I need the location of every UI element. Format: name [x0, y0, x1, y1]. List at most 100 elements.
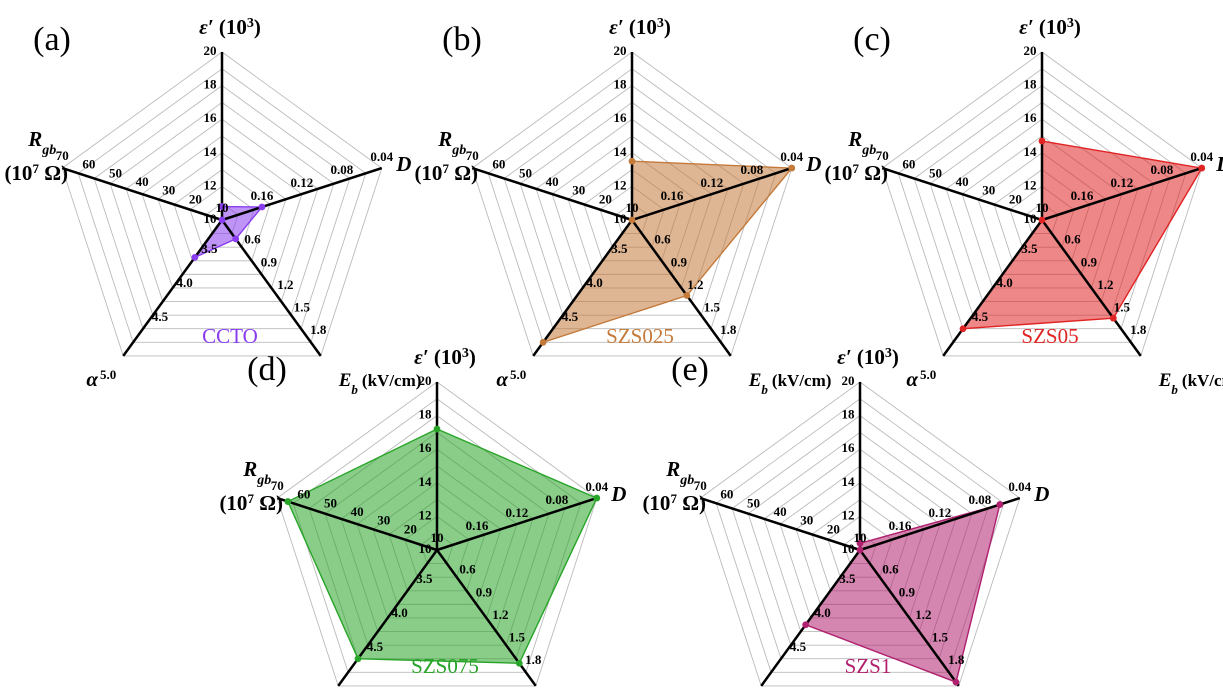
tick-label-eps: 12 — [842, 507, 855, 522]
tick-label-alpha: 4.0 — [392, 605, 408, 620]
axis-line-alpha — [122, 219, 224, 357]
axis-line-D — [859, 496, 1021, 552]
tick-label-Rgb: 20 — [189, 191, 202, 206]
tick-label-eps: 10 — [419, 541, 432, 556]
tick-label-Eb: 0.6 — [654, 232, 671, 247]
axis-line-Rgb — [61, 166, 223, 222]
tick-label-eps: 14 — [1024, 144, 1038, 159]
tick-label-Rgb: 20 — [827, 521, 840, 536]
data-point-D — [1198, 164, 1206, 172]
tick-label-Rgb: 40 — [956, 174, 969, 189]
tick-label-D: 0.04 — [585, 479, 608, 494]
axis-line-alpha — [760, 549, 862, 687]
tick-label-D: 0.04 — [370, 149, 393, 164]
data-point-D — [593, 494, 601, 502]
tick-label-eps: 20 — [842, 373, 855, 388]
tick-label-alpha: 3.5 — [416, 571, 433, 586]
radar-panel: 10 12 14 16 18 20 0.16 0.12 0.08 0.04 0.60.9 1.21.5… — [4, 15, 421, 396]
grid-ring — [487, 68, 777, 343]
axis-line-Eb — [1040, 219, 1142, 357]
axis-title-Rgb-unit: (107 Ω) — [219, 491, 283, 516]
tick-label-eps: 12 — [204, 177, 217, 192]
data-point-alpha — [354, 655, 362, 663]
axis-title-Eb: Eb(kV/cm) — [1158, 370, 1223, 397]
tick-label-alpha: 3.5 — [201, 241, 218, 256]
tick-label-Eb: 1.2 — [277, 277, 293, 292]
tick-label-Eb: 1.2 — [1097, 277, 1113, 292]
tick-label-Eb: 0.6 — [1064, 232, 1081, 247]
tick-label-Eb: 1.8 — [720, 322, 737, 337]
tick-label-Eb: 1.8 — [1130, 322, 1147, 337]
axis-title-Rgb-unit: (107 Ω) — [824, 161, 888, 186]
data-point-eps — [218, 203, 226, 210]
grid-ring — [897, 68, 1187, 343]
axis-title-eps: ε′ (103) — [414, 345, 476, 369]
grid-ring — [173, 169, 271, 262]
data-point-alpha — [959, 325, 967, 333]
grid-ring — [731, 415, 989, 660]
radar-panel: 10 12 14 16 18 20 0.16 0.12 0.08 0.04 0.60.9 1.21.5… — [642, 345, 1049, 700]
tick-label-alpha: 4.5 — [790, 639, 807, 654]
grid-ring — [157, 152, 287, 275]
tick-label-D: 0.12 — [506, 505, 529, 520]
grid-ring — [471, 51, 793, 357]
grid-ring — [699, 381, 1021, 687]
data-point-Rgb — [1038, 216, 1046, 224]
tick-label-Rgb: 40 — [136, 174, 149, 189]
tick-label-Rgb: 50 — [747, 495, 760, 510]
tick-label-Rgb: 10 — [854, 530, 867, 545]
tick-label-Eb: 1.5 — [704, 300, 721, 315]
data-point-Eb — [515, 659, 523, 667]
tick-label-eps: 18 — [204, 77, 218, 92]
tick-label-D: 0.08 — [545, 492, 568, 507]
data-point-alpha — [539, 338, 547, 346]
tick-label-eps: 16 — [204, 110, 218, 125]
tick-label-D: 0.16 — [661, 188, 684, 203]
axis-title-D: D — [610, 482, 626, 506]
tick-label-Eb: 1.2 — [492, 607, 508, 622]
panel-letter: (c) — [853, 21, 891, 58]
tick-label-Rgb: 60 — [720, 487, 733, 502]
tick-label-alpha: 3.5 — [1021, 241, 1038, 256]
axis-line-D — [631, 166, 793, 222]
radar-panel: 10 12 14 16 18 20 0.16 0.12 0.08 0.04 0.60.9 1.21.5… — [824, 15, 1223, 396]
axis-title-alpha: α5.0 — [724, 696, 754, 700]
tick-label-alpha: 4.0 — [177, 275, 193, 290]
tick-label-Rgb: 60 — [492, 157, 505, 172]
data-point-Eb — [232, 235, 240, 243]
tick-label-Eb: 0.6 — [882, 562, 899, 577]
tick-label-Eb: 0.9 — [476, 584, 493, 599]
radar-panel: 10 12 14 16 18 20 0.16 0.12 0.08 0.04 0.60.9 1.21.5… — [414, 15, 831, 396]
tick-label-Eb: 1.5 — [294, 300, 311, 315]
axis-line-D — [1041, 166, 1203, 222]
axis-title-alpha: α5.0 — [301, 696, 331, 700]
data-point-D — [996, 501, 1004, 508]
tick-label-alpha: 4.5 — [972, 309, 989, 324]
tick-label-Rgb: 60 — [902, 157, 915, 172]
series-area — [286, 428, 598, 664]
tick-label-Rgb: 50 — [324, 495, 337, 510]
grid-ring — [77, 68, 367, 343]
grid-ring — [61, 51, 383, 357]
tick-label-Eb: 0.6 — [244, 232, 261, 247]
tick-label-eps: 20 — [204, 43, 217, 58]
tick-label-Eb: 1.8 — [525, 652, 542, 667]
data-point-Rgb — [284, 498, 292, 505]
tick-label-Rgb: 30 — [162, 183, 175, 198]
panel-letter: (d) — [247, 351, 287, 388]
tick-label-Eb: 1.5 — [509, 630, 526, 645]
tick-label-D: 0.12 — [1111, 175, 1134, 190]
tick-label-alpha: 4.0 — [997, 275, 1013, 290]
axis-title-eps: ε′ (103) — [199, 15, 261, 39]
tick-label-alpha: 4.0 — [815, 605, 831, 620]
axis-title-Rgb-unit: (107 Ω) — [414, 161, 478, 186]
axis-title-eps: ε′ (103) — [609, 15, 671, 39]
tick-label-eps: 10 — [204, 211, 217, 226]
tick-label-Rgb: 60 — [297, 487, 310, 502]
tick-label-eps: 18 — [614, 77, 628, 92]
tick-label-Rgb: 70 — [466, 148, 479, 163]
tick-label-Rgb: 70 — [271, 478, 284, 493]
tick-label-D: 0.04 — [780, 149, 803, 164]
tick-label-Rgb: 40 — [774, 504, 787, 519]
tick-label-Rgb: 50 — [929, 165, 942, 180]
